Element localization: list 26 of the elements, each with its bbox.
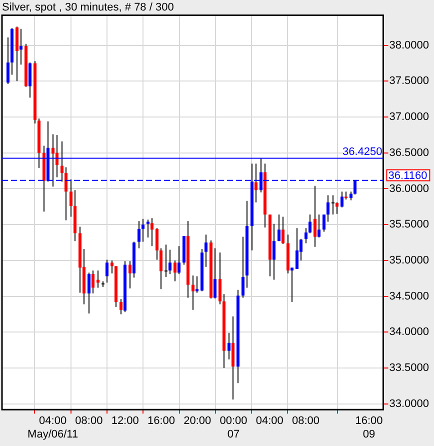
candlestick bbox=[290, 268, 294, 302]
y-tick-label: 37.5000 bbox=[389, 75, 430, 88]
y-tick-label: 36.5000 bbox=[389, 146, 430, 159]
y-tick-label: 36.0000 bbox=[389, 182, 430, 195]
y-tick-label: 33.5000 bbox=[389, 362, 430, 374]
y-tick-label: 35.0000 bbox=[389, 254, 430, 266]
candlestick bbox=[332, 195, 334, 215]
x-tick-label: 16:00 09 bbox=[355, 415, 383, 440]
candlestick bbox=[164, 244, 168, 277]
y-tick-label: 34.0000 bbox=[389, 326, 430, 338]
x-tick-label: 16:00 bbox=[147, 415, 175, 428]
x-tick-label: 20:00 bbox=[184, 415, 212, 428]
ref-line-label: 36.1160 bbox=[388, 170, 428, 182]
x-tick-label: 00:00 07 bbox=[220, 415, 248, 440]
y-tick-label: 38.0000 bbox=[389, 39, 430, 52]
x-tick-label: 08:00 bbox=[292, 415, 320, 428]
chart-title: Silver, spot , 30 minutes, # 78 / 300 bbox=[2, 2, 174, 14]
x-tick-label: 04:00 bbox=[256, 415, 284, 428]
y-tick-label: 37.0000 bbox=[389, 111, 430, 124]
x-tick-label: 08:00 bbox=[75, 415, 103, 428]
y-tick-label: 33.0000 bbox=[389, 398, 430, 410]
x-tick-label: 12:00 bbox=[111, 415, 139, 428]
candlestick bbox=[20, 28, 22, 65]
y-tick-label: 35.5000 bbox=[389, 218, 430, 231]
ref-line-label: 36.4250 bbox=[342, 146, 382, 158]
y-tick-label: 34.5000 bbox=[389, 290, 430, 302]
